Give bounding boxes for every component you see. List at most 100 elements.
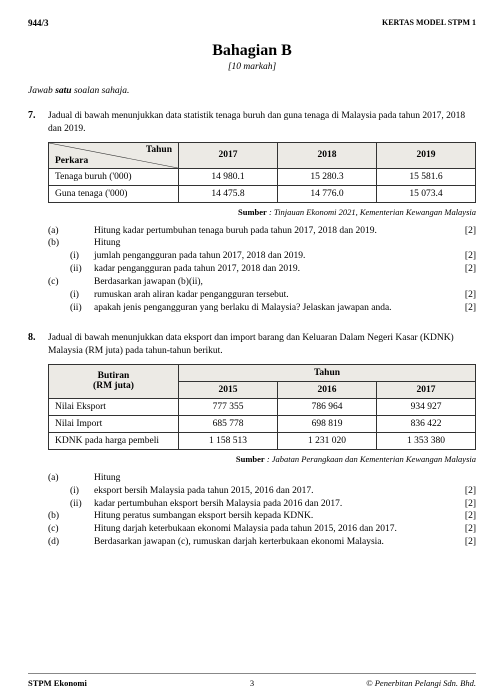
sub-row: (ii)kadar pertumbuhan eksport bersih Mal… bbox=[48, 498, 476, 511]
q7-r0-v1: 15 280.3 bbox=[278, 168, 377, 185]
part-roman bbox=[70, 472, 94, 485]
q8-r2-v1: 1 231 020 bbox=[278, 432, 377, 449]
section-title: Bahagian B bbox=[28, 42, 476, 60]
q8-r1-v1: 698 819 bbox=[278, 415, 377, 432]
part-letter bbox=[48, 485, 70, 498]
table-row: Tenaga buruh ('000) 14 980.1 15 280.3 15… bbox=[49, 168, 476, 185]
q8-parts: (a)Hitung(i)eksport bersih Malaysia pada… bbox=[48, 472, 476, 549]
q8-body: Jadual di bawah menunjukkan data eksport… bbox=[48, 332, 476, 553]
q7-r1-label: Guna tenaga ('000) bbox=[49, 185, 179, 202]
paper-code: 944/3 bbox=[28, 18, 49, 28]
q8-source: Sumber : Jabatan Perangkaan dan Kementer… bbox=[48, 454, 476, 464]
q7-number: 7. bbox=[28, 110, 48, 318]
q7-parts: (a) Hitung kadar pertumbuhan tenaga buruh… bbox=[48, 225, 476, 315]
q7-col-1: 2018 bbox=[278, 142, 377, 168]
sub-row: (a)Hitung bbox=[48, 472, 476, 485]
sub-row: (b)Hitung bbox=[48, 237, 476, 250]
part-text: Hitung darjah keterbukaan ekonomi Malays… bbox=[94, 523, 454, 536]
q7-r0-label: Tenaga buruh ('000) bbox=[49, 168, 179, 185]
part-marks: [2] bbox=[454, 302, 476, 315]
part-marks: [2] bbox=[454, 250, 476, 263]
part-text: Hitung kadar pertumbuhan tenaga buruh pa… bbox=[94, 225, 454, 238]
part-marks bbox=[454, 276, 476, 289]
q8-r0-label: Nilai Eksport bbox=[49, 398, 179, 415]
part-letter: (c) bbox=[48, 276, 70, 289]
part-roman: (ii) bbox=[70, 302, 94, 315]
q8-r2-v2: 1 353 380 bbox=[377, 432, 476, 449]
q8-table: Butiran (RM juta) Tahun 2015 2016 2017 N… bbox=[48, 364, 476, 450]
q7-source-txt: : Tinjauan Ekonomi 2021, Kementerian Kew… bbox=[267, 207, 476, 217]
q8-r1-v0: 685 778 bbox=[179, 415, 278, 432]
page-footer: STPM Ekonomi 3 © Penerbitan Pelangi Sdn.… bbox=[28, 673, 476, 688]
table-row: KDNK pada harga pembeli 1 158 513 1 231 … bbox=[49, 432, 476, 449]
part-roman: (i) bbox=[70, 485, 94, 498]
sub-row: (ii)kadar pengangguran pada tahun 2017, … bbox=[48, 263, 476, 276]
q8-col-0: 2015 bbox=[179, 381, 278, 398]
q7-r0-v2: 15 581.6 bbox=[377, 168, 476, 185]
q7-diag-bot: Perkara bbox=[55, 156, 88, 166]
q8-r0-v0: 777 355 bbox=[179, 398, 278, 415]
part-letter: (a) bbox=[48, 225, 70, 238]
q7-r0-v0: 14 980.1 bbox=[179, 168, 278, 185]
part-roman bbox=[70, 237, 94, 250]
part-marks: [2] bbox=[454, 263, 476, 276]
header-row: 944/3 KERTAS MODEL STPM 1 bbox=[28, 18, 476, 28]
footer-page-number: 3 bbox=[250, 678, 254, 688]
part-text: Berdasarkan jawapan (c), rumuskan darjah… bbox=[94, 536, 454, 549]
q7-r1-v2: 15 073.4 bbox=[377, 185, 476, 202]
table-row: Nilai Import 685 778 698 819 836 422 bbox=[49, 415, 476, 432]
instruction: Jawab satu soalan sahaja. bbox=[28, 86, 476, 96]
part-marks: [2] bbox=[454, 485, 476, 498]
part-letter bbox=[48, 302, 70, 315]
q8-text: Jadual di bawah menunjukkan data eksport… bbox=[48, 332, 476, 358]
part-letter bbox=[48, 250, 70, 263]
sub-row: (i)rumuskan arah aliran kadar penganggur… bbox=[48, 289, 476, 302]
part-text: Hitung peratus sumbangan eksport bersih … bbox=[94, 510, 454, 523]
sub-row: (i)jumlah pengangguran pada tahun 2017, … bbox=[48, 250, 476, 263]
q8-hdr1b: (RM juta) bbox=[93, 381, 134, 391]
part-roman bbox=[70, 225, 94, 238]
q8-source-bold: Sumber bbox=[236, 454, 265, 464]
part-roman bbox=[70, 510, 94, 523]
q7-r1-v0: 14 475.8 bbox=[179, 185, 278, 202]
q8-r0-v1: 786 964 bbox=[278, 398, 377, 415]
footer-right: © Penerbitan Pelangi Sdn. Bhd. bbox=[366, 678, 476, 688]
q7-table: Tahun Perkara 2017 2018 2019 Tenaga buru… bbox=[48, 142, 476, 203]
part-roman bbox=[70, 536, 94, 549]
part-text: jumlah pengangguran pada tahun 2017, 201… bbox=[94, 250, 454, 263]
part-text: kadar pengangguran pada tahun 2017, 2018… bbox=[94, 263, 454, 276]
question-7: 7. Jadual di bawah menunjukkan data stat… bbox=[28, 110, 476, 318]
q8-r2-v0: 1 158 513 bbox=[179, 432, 278, 449]
part-marks bbox=[454, 237, 476, 250]
part-text: Berdasarkan jawapan (b)(ii), bbox=[94, 276, 454, 289]
sub-row: (ii)apakah jenis pengangguran yang berla… bbox=[48, 302, 476, 315]
q7-text: Jadual di bawah menunjukkan data statist… bbox=[48, 110, 476, 136]
part-marks: [2] bbox=[454, 523, 476, 536]
q7-source-bold: Sumber bbox=[238, 207, 267, 217]
part-letter: (b) bbox=[48, 237, 70, 250]
part-letter bbox=[48, 289, 70, 302]
part-text: rumuskan arah aliran kadar pengangguran … bbox=[94, 289, 454, 302]
q8-r1-v2: 836 422 bbox=[377, 415, 476, 432]
part-marks: [2] bbox=[454, 536, 476, 549]
footer-left: STPM Ekonomi bbox=[28, 678, 87, 688]
q8-r1-label: Nilai Import bbox=[49, 415, 179, 432]
part-text: kadar pertumbuhan eksport bersih Malaysi… bbox=[94, 498, 454, 511]
q8-number: 8. bbox=[28, 332, 48, 553]
q7-col-2: 2019 bbox=[377, 142, 476, 168]
section-marks: [10 markah] bbox=[28, 62, 476, 72]
instr-post: soalan sahaja. bbox=[72, 86, 130, 96]
paper-title: KERTAS MODEL STPM 1 bbox=[382, 18, 476, 28]
q8-hdr1: Butiran bbox=[98, 371, 130, 381]
part-roman: (i) bbox=[70, 289, 94, 302]
q7-diag-top: Tahun bbox=[146, 145, 172, 155]
part-marks: [2] bbox=[454, 498, 476, 511]
part-letter: (b) bbox=[48, 510, 70, 523]
q8-col-1: 2016 bbox=[278, 381, 377, 398]
q7-source: Sumber : Tinjauan Ekonomi 2021, Kementer… bbox=[48, 207, 476, 217]
part-letter: (d) bbox=[48, 536, 70, 549]
sub-row: (i)eksport bersih Malaysia pada tahun 20… bbox=[48, 485, 476, 498]
q8-hdr-tahun: Tahun bbox=[179, 364, 476, 381]
part-roman: (ii) bbox=[70, 498, 94, 511]
sub-row: (a) Hitung kadar pertumbuhan tenaga buruh… bbox=[48, 225, 476, 238]
